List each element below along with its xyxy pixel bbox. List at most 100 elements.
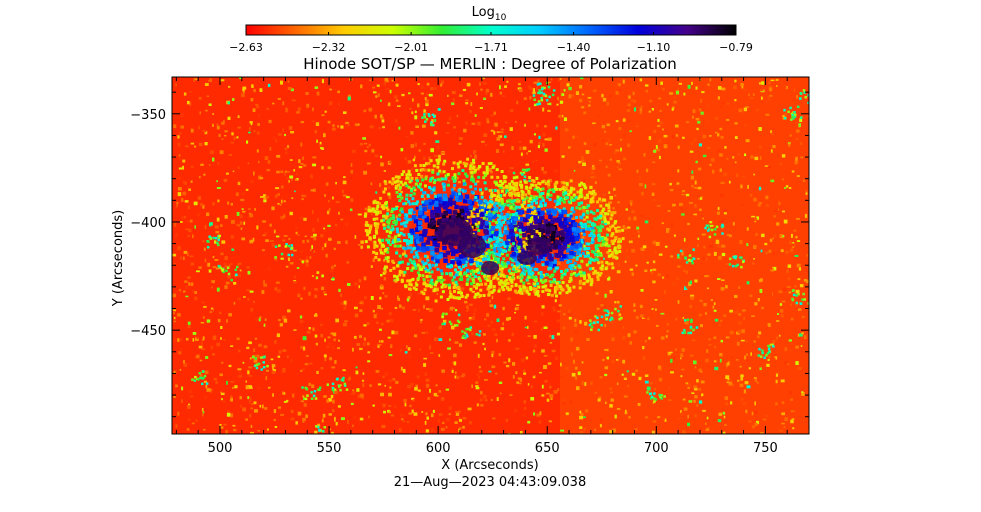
spot-speck — [468, 275, 472, 279]
texture-speck — [465, 102, 469, 105]
texture-speck — [757, 298, 760, 302]
texture-speck — [557, 261, 561, 265]
texture-speck — [605, 236, 609, 241]
spot-speck — [433, 178, 437, 182]
texture-speck — [386, 162, 389, 164]
texture-speck — [701, 393, 704, 397]
spot-speck — [363, 214, 367, 218]
spot-speck — [537, 294, 541, 298]
texture-speck — [347, 283, 351, 286]
texture-speck — [628, 204, 631, 208]
network-patch — [462, 334, 465, 338]
spot-speck — [524, 193, 528, 197]
texture-speck — [756, 381, 759, 384]
texture-speck — [529, 87, 534, 90]
texture-speck — [499, 91, 502, 95]
texture-speck — [377, 93, 380, 97]
texture-speck — [568, 94, 572, 99]
spot-speck — [499, 242, 503, 246]
texture-speck — [306, 260, 309, 262]
texture-speck — [427, 397, 431, 400]
texture-speck — [699, 208, 702, 211]
texture-speck — [372, 86, 375, 89]
spot-speck — [517, 239, 523, 245]
spot-speck — [443, 211, 448, 216]
texture-speck — [681, 251, 684, 256]
texture-speck — [345, 121, 349, 125]
network-patch — [533, 103, 537, 107]
texture-speck — [491, 350, 495, 354]
texture-speck — [206, 319, 211, 323]
texture-speck — [311, 384, 315, 388]
texture-speck — [409, 383, 414, 387]
network-patch — [225, 269, 228, 272]
texture-speck — [363, 276, 367, 281]
spot-speck — [502, 220, 506, 224]
texture-speck — [471, 290, 475, 293]
texture-speck — [448, 179, 450, 183]
texture-speck — [788, 277, 790, 281]
texture-speck — [673, 258, 676, 261]
texture-speck — [250, 431, 254, 434]
texture-speck — [804, 335, 807, 339]
spot-speck — [469, 262, 473, 266]
texture-speck — [193, 78, 195, 82]
texture-speck — [259, 404, 262, 408]
texture-speck — [216, 287, 220, 292]
spot-speck — [503, 218, 507, 222]
spot-speck — [541, 180, 545, 184]
network-patch — [759, 355, 763, 358]
texture-speck — [454, 309, 458, 312]
texture-speck — [742, 309, 746, 312]
texture-speck — [541, 312, 544, 316]
texture-speck — [717, 278, 721, 280]
texture-speck — [490, 320, 493, 324]
network-patch — [543, 86, 546, 90]
texture-speck — [719, 353, 723, 357]
texture-speck — [397, 105, 401, 107]
spot-speck — [416, 271, 420, 275]
texture-speck — [334, 390, 338, 395]
texture-speck — [262, 249, 265, 252]
network-patch — [812, 90, 815, 93]
spot-speck — [489, 189, 492, 192]
texture-speck — [453, 126, 456, 129]
spot-speck — [462, 198, 468, 204]
texture-speck — [209, 388, 213, 391]
texture-speck — [394, 330, 399, 335]
spot-speck — [410, 268, 414, 272]
spot-speck — [567, 200, 571, 204]
texture-speck — [700, 428, 702, 432]
texture-speck — [480, 191, 484, 196]
texture-speck — [423, 168, 427, 172]
network-patch — [423, 113, 426, 116]
spot-speck — [586, 279, 590, 283]
network-patch — [713, 233, 717, 236]
network-patch — [797, 292, 800, 296]
texture-speck — [330, 332, 333, 335]
spot-speck — [487, 240, 491, 244]
texture-speck — [757, 204, 761, 207]
network-patch — [290, 244, 293, 247]
spot-speck — [492, 251, 496, 255]
spot-speck — [557, 280, 561, 284]
spot-speck — [577, 202, 581, 206]
spot-speck — [592, 250, 596, 254]
network-patch — [761, 351, 764, 355]
texture-speck — [252, 108, 256, 112]
texture-speck — [489, 299, 491, 303]
spot-speck — [422, 191, 426, 195]
spot-speck — [497, 183, 501, 187]
texture-speck — [534, 344, 537, 349]
texture-speck — [473, 313, 476, 315]
texture-speck — [565, 366, 569, 370]
texture-speck — [684, 286, 688, 290]
texture-speck — [639, 183, 643, 187]
texture-speck — [374, 154, 379, 157]
texture-speck — [369, 79, 372, 82]
spot-speck — [429, 187, 433, 191]
spot-speck — [613, 221, 617, 225]
texture-speck — [775, 379, 778, 384]
texture-speck — [197, 213, 201, 217]
texture-speck — [414, 387, 418, 391]
